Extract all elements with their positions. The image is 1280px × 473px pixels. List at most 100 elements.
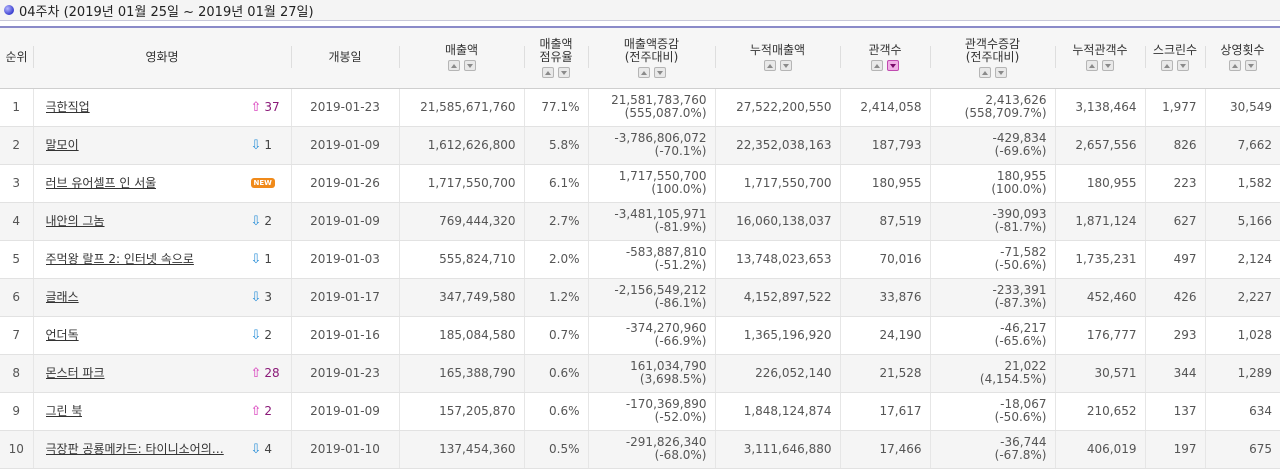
movie-title-link[interactable]: 러브 유어셀프 인 서울 — [45, 176, 157, 190]
column-header: 누적관객수 — [1055, 28, 1145, 89]
sort-desc-icon[interactable] — [779, 60, 792, 72]
sort-asc-icon[interactable] — [1086, 60, 1098, 72]
movie-title-link[interactable]: 극한직업 — [45, 100, 90, 114]
movie-title-link[interactable]: 몬스터 파크 — [45, 366, 105, 380]
sales-share-cell: 2.0% — [523, 240, 588, 279]
movie-title-link[interactable]: 글래스 — [45, 290, 79, 304]
sort-desc-icon[interactable] — [887, 60, 899, 72]
sort-desc-icon[interactable] — [463, 60, 476, 72]
sort-controls — [1055, 60, 1145, 72]
audience-diff-percent: (100.0%) — [991, 182, 1047, 196]
sales-diff-cell: -291,826,340 (-68.0%) — [587, 430, 715, 469]
shows-cell: 1,582 — [1204, 164, 1280, 203]
sort-controls — [524, 66, 588, 78]
sales-diff-value: -583,887,810 — [625, 245, 707, 259]
weekly-title: 04주차 (2019년 01월 25일 ~ 2019년 01월 27일) — [19, 4, 314, 20]
audience-diff-value: -429,834 — [992, 131, 1047, 145]
sales-diff-value: 161,034,790 — [630, 359, 707, 373]
sales-cell: 157,205,870 — [398, 392, 524, 431]
down-arrow-icon: ⇩ — [250, 441, 262, 457]
column-separator — [524, 46, 525, 68]
sort-asc-icon[interactable] — [637, 66, 650, 78]
sort-desc-icon[interactable] — [1102, 60, 1114, 72]
rank-change: ⇩ 1 — [251, 138, 285, 152]
sort-asc-icon[interactable] — [763, 60, 776, 72]
movie-cell-content: 몬스터 파크 ⇧ 28 — [34, 366, 291, 380]
sales-cell: 555,824,710 — [398, 240, 524, 279]
movie-cell: 말모이 ⇩ 1 — [32, 126, 291, 165]
column-header-label: 영화명 — [145, 50, 179, 65]
movie-cell-content: 극한직업 ⇧ 37 — [34, 99, 291, 114]
audience-diff-cell: -390,093 (-81.7%) — [929, 202, 1055, 241]
shows-cell: 1,289 — [1204, 354, 1280, 393]
audience-cell: 187,793 — [839, 126, 930, 165]
movie-title-link[interactable]: 주먹왕 랄프 2: 인터넷 속으로 — [45, 252, 194, 266]
audience-cell: 87,519 — [839, 202, 930, 241]
sort-desc-icon[interactable] — [994, 66, 1007, 78]
sort-desc-icon[interactable] — [1177, 60, 1189, 72]
sort-asc-icon[interactable] — [447, 60, 460, 72]
sort-asc-icon[interactable] — [1228, 60, 1241, 72]
release-date-cell: 2019-01-09 — [290, 392, 399, 431]
audience-diff-cell: 180,955 (100.0%) — [929, 164, 1055, 203]
audience-diff-percent: (558,709.7%) — [964, 106, 1047, 120]
audience-diff-value: -18,067 — [1000, 397, 1047, 411]
column-header-label: 누적매출액 — [749, 43, 806, 58]
table-row: 10 극장판 공룡메카드: 타이니소어의… ⇩ 4 2019-01-10 137,454,… — [0, 430, 1280, 469]
sort-desc-icon[interactable] — [1244, 60, 1257, 72]
column-separator — [930, 46, 931, 68]
audience-diff-cell: -71,582 (-50.6%) — [929, 240, 1055, 279]
sort-desc-icon[interactable] — [558, 66, 570, 78]
column-separator — [33, 46, 34, 68]
column-header: 상영횟수 — [1205, 28, 1280, 89]
sales-diff-percent: (-70.1%) — [654, 144, 707, 158]
sort-controls — [1145, 60, 1205, 72]
sales-diff-percent: (-86.1%) — [654, 296, 707, 310]
cumulative-audience-cell: 30,571 — [1054, 354, 1145, 393]
column-header-label: 관객수증감 — [964, 36, 1021, 51]
table-row: 8 몬스터 파크 ⇧ 28 2019-01-23 165,388,790 0.6% 161,0… — [0, 354, 1280, 393]
column-header: 개봉일 — [291, 28, 399, 89]
movie-title-link[interactable]: 언더독 — [45, 328, 79, 342]
sort-asc-icon[interactable] — [871, 60, 883, 72]
sort-asc-icon[interactable] — [978, 66, 991, 78]
movie-title-link[interactable]: 말모이 — [45, 138, 79, 152]
shows-cell: 675 — [1204, 430, 1280, 469]
column-separator — [1055, 46, 1056, 68]
column-header-sublabel: (전주대비) — [965, 49, 1020, 64]
sort-asc-icon[interactable] — [1161, 60, 1173, 72]
movie-title-link[interactable]: 내안의 그놈 — [45, 214, 105, 228]
table-row: 7 언더독 ⇩ 2 2019-01-16 185,084,580 0.7% -374,270,… — [0, 316, 1280, 355]
movie-cell: 극한직업 ⇧ 37 — [32, 88, 291, 127]
rank-change-value: 37 — [264, 99, 280, 114]
sort-desc-icon[interactable] — [653, 66, 666, 78]
rank-change-value: 1 — [264, 251, 273, 266]
shows-cell: 2,227 — [1204, 278, 1280, 317]
table-row: 2 말모이 ⇩ 1 2019-01-09 1,612,626,800 5.8% -3,786,… — [0, 126, 1280, 165]
movie-cell-content: 주먹왕 랄프 2: 인터넷 속으로 ⇩ 1 — [34, 251, 291, 266]
movie-cell: 러브 유어셀프 인 서울 NEW — [32, 164, 291, 203]
audience-diff-percent: (-65.6%) — [994, 334, 1047, 348]
sales-diff-cell: -170,369,890 (-52.0%) — [587, 392, 715, 431]
up-arrow-icon: ⇧ — [250, 403, 262, 419]
audience-diff-value: -36,744 — [1000, 435, 1047, 449]
rank-change: ⇧ 37 — [251, 99, 285, 114]
movie-title-link[interactable]: 극장판 공룡메카드: 타이니소어의… — [45, 442, 224, 456]
column-header-label: 관객수 — [868, 43, 902, 58]
cumulative-sales-cell: 1,717,550,700 — [714, 164, 840, 203]
cumulative-audience-cell: 210,652 — [1054, 392, 1145, 431]
rank-cell: 10 — [0, 430, 33, 469]
movie-cell: 극장판 공룡메카드: 타이니소어의… ⇩ 4 — [32, 430, 291, 469]
sales-share-cell: 77.1% — [523, 88, 588, 127]
shows-cell: 1,028 — [1204, 316, 1280, 355]
cumulative-audience-cell: 406,019 — [1054, 430, 1145, 469]
sort-asc-icon[interactable] — [542, 66, 554, 78]
bullet-icon — [4, 5, 14, 15]
movie-title-link[interactable]: 그린 북 — [45, 404, 83, 418]
audience-cell: 17,617 — [839, 392, 930, 431]
release-date-cell: 2019-01-26 — [290, 164, 399, 203]
movie-cell-content: 극장판 공룡메카드: 타이니소어의… ⇩ 4 — [34, 441, 291, 457]
sales-diff-value: -170,369,890 — [625, 397, 707, 411]
rank-change-value: 3 — [264, 289, 273, 304]
sort-controls — [930, 66, 1055, 78]
